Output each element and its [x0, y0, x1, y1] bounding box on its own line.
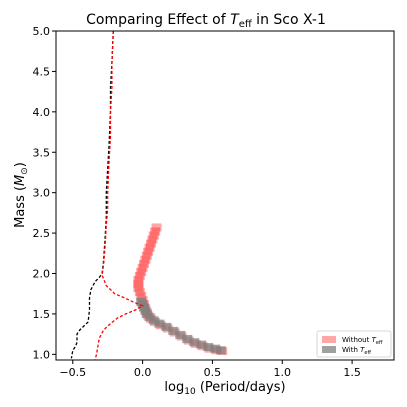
- band-point: [134, 288, 145, 297]
- band-point: [144, 243, 155, 252]
- band-point: [148, 231, 159, 240]
- band-series-3: [136, 297, 226, 355]
- line-series-1: [94, 31, 145, 360]
- band-point: [210, 344, 221, 353]
- y-tick-label: 1.5: [33, 308, 51, 321]
- y-tick-label: 2.0: [33, 268, 51, 281]
- band-point: [147, 235, 158, 244]
- x-axis-title: log10 (Period/days): [164, 380, 285, 397]
- band-point: [175, 330, 186, 339]
- band-point: [136, 292, 147, 301]
- band-point: [145, 239, 156, 248]
- x-axis: −0.5 0.0 0.5 1.0 1.5: [59, 360, 361, 379]
- y-axis: 1.0 1.5 2.0 2.5 3.0 3.5 4.0 4.5 5.0: [33, 25, 56, 361]
- band-point: [141, 251, 152, 260]
- band-point: [215, 346, 226, 355]
- legend-label-without-teff: Without Teff: [342, 336, 383, 346]
- band-point: [140, 255, 151, 264]
- chart-title: Comparing Effect of Teff in Sco X-1: [86, 12, 326, 30]
- band-point: [143, 247, 154, 256]
- plot-frame: [55, 30, 395, 361]
- band-point: [203, 343, 214, 352]
- x-tick-label: 0.5: [204, 366, 222, 379]
- band-point: [134, 271, 145, 280]
- band-point: [150, 227, 161, 236]
- band-point: [151, 223, 162, 232]
- band-point: [189, 338, 200, 347]
- x-tick-label: 1.5: [343, 366, 361, 379]
- legend-label-with-teff: With Teff: [342, 346, 371, 356]
- y-tick-label: 3.0: [33, 187, 51, 200]
- plot-area: [70, 31, 228, 360]
- legend: Without Teff With Teff: [316, 330, 392, 358]
- band-point: [133, 280, 144, 289]
- line-series-0: [70, 31, 114, 359]
- y-tick-label: 3.5: [33, 146, 51, 159]
- y-axis-title: Mass (M⊙): [13, 162, 30, 228]
- band-point: [168, 326, 179, 335]
- band-point: [148, 316, 159, 325]
- band-point: [161, 322, 172, 331]
- band-point: [133, 284, 144, 293]
- y-tick-label: 5.0: [33, 25, 51, 38]
- y-tick-label: 4.5: [33, 65, 51, 78]
- x-tick-label: 1.0: [274, 366, 292, 379]
- band-point: [154, 319, 165, 328]
- band-point: [137, 263, 148, 272]
- legend-swatch-without-teff: [322, 336, 336, 343]
- band-point: [133, 275, 144, 284]
- y-tick-label: 2.5: [33, 227, 51, 240]
- x-tick-label: 0.0: [134, 366, 152, 379]
- y-tick-label: 1.0: [33, 348, 51, 361]
- y-tick-label: 4.0: [33, 106, 51, 119]
- legend-swatch-with-teff: [322, 346, 336, 353]
- band-point: [136, 267, 147, 276]
- band-point: [182, 334, 193, 343]
- band-point: [196, 340, 207, 349]
- x-tick-label: −0.5: [59, 366, 86, 379]
- band-point: [138, 259, 149, 268]
